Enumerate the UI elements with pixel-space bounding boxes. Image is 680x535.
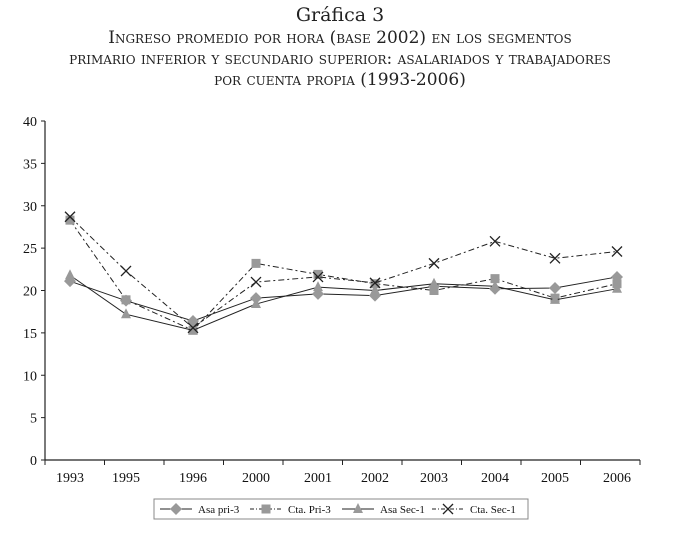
legend-item: Cta. Pri-3	[250, 504, 331, 516]
legend-item: Asa pri-3	[160, 503, 240, 516]
legend-item: Cta. Sec-1	[432, 503, 516, 516]
chart-subtitle-line-1: Ingreso promedio por hora (base 2002) en…	[108, 28, 572, 48]
data-point-triangle	[251, 298, 261, 309]
x-tick-label: 2003	[420, 471, 448, 486]
data-point-triangle	[550, 293, 560, 304]
x-tick-label: 1996	[179, 471, 207, 486]
x-tick-label: 1995	[112, 471, 140, 486]
legend-marker-diamond	[170, 503, 182, 515]
series-line	[69, 219, 618, 331]
series-line	[69, 274, 618, 331]
data-point-x	[489, 235, 501, 247]
data-point-square	[65, 215, 75, 225]
data-point-x	[64, 211, 76, 223]
data-point-triangle	[121, 308, 131, 319]
data-point-square	[251, 258, 261, 268]
legend-item: Asa Sec-1	[342, 503, 425, 516]
legend-box	[153, 498, 529, 520]
chart-subtitle-line-3: por cuenta propia (1993-2006)	[214, 70, 466, 90]
data-point-x	[369, 277, 381, 289]
data-point-diamond	[549, 281, 561, 294]
y-tick-label: 20	[23, 285, 37, 300]
data-point-x	[428, 257, 440, 269]
data-point-x	[312, 271, 324, 283]
y-tick-label: 0	[30, 454, 37, 469]
x-tick-label: 1993	[56, 471, 84, 486]
data-point-triangle	[490, 280, 500, 291]
data-point-x	[120, 265, 132, 277]
data-point-triangle	[370, 284, 380, 295]
y-tick-label: 35	[23, 157, 37, 172]
series-line	[69, 216, 618, 329]
data-point-triangle	[188, 324, 198, 335]
data-point-square	[429, 286, 439, 295]
series-asa-sec-1	[65, 269, 622, 335]
data-point-x	[187, 322, 199, 334]
data-point-x	[250, 276, 262, 288]
data-point-triangle	[612, 282, 622, 293]
y-tick-label: 15	[23, 327, 37, 342]
legend-label: Cta. Pri-3	[288, 504, 331, 516]
legend-marker-x	[442, 503, 454, 515]
x-tick-label: 2001	[304, 471, 332, 486]
data-point-triangle	[429, 277, 439, 288]
x-tick-label: 2004	[481, 471, 509, 486]
chart-subtitle-line-2: primario inferior y secundario superior:…	[69, 49, 611, 69]
x-tick-label: 2005	[541, 471, 569, 486]
data-point-square	[313, 269, 323, 279]
x-tick-label: 2000	[242, 471, 270, 486]
data-point-x	[549, 252, 561, 264]
data-point-square	[490, 274, 500, 284]
series-line	[69, 276, 618, 322]
y-tick-label: 10	[23, 369, 37, 384]
y-tick-label: 30	[23, 200, 37, 215]
series-cta-sec-1	[64, 211, 623, 334]
data-point-square	[121, 295, 131, 305]
y-tick-label: 5	[30, 412, 37, 427]
y-tick-label: 40	[23, 115, 37, 130]
legend-label: Cta. Sec-1	[470, 504, 516, 516]
x-tick-label: 2006	[603, 471, 631, 486]
data-point-triangle	[65, 269, 75, 280]
x-tick-label: 2002	[361, 471, 389, 486]
series-cta-pri-3	[65, 215, 622, 335]
y-tick-label: 25	[23, 242, 37, 257]
data-point-triangle	[313, 281, 323, 292]
legend-marker-square	[261, 504, 271, 514]
legend-marker-triangle	[353, 503, 363, 513]
legend: Asa pri-3 Cta. Pri-3 Asa Sec-1 Cta. Sec-1	[153, 498, 529, 520]
data-point-x	[611, 246, 623, 257]
legend-label: Asa pri-3	[198, 504, 240, 516]
legend-label: Asa Sec-1	[380, 504, 425, 516]
chart-title: Gráfica 3	[295, 4, 385, 26]
